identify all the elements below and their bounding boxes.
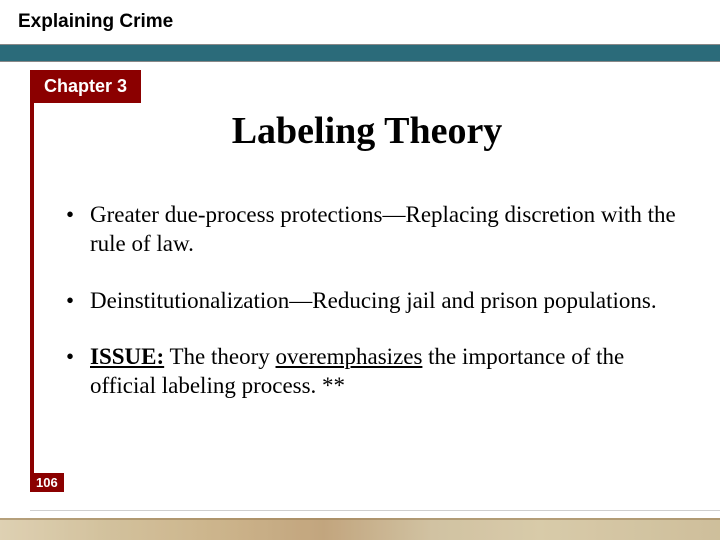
- emphasis-word: overemphasizes: [276, 344, 423, 369]
- issue-label: ISSUE:: [90, 344, 164, 369]
- footer: [0, 506, 720, 540]
- teal-divider: [0, 44, 720, 62]
- bullet-list: • Greater due-process protections—Replac…: [34, 201, 700, 401]
- bullet-marker: •: [66, 287, 90, 316]
- footer-rule: [30, 510, 720, 511]
- page-number: 106: [30, 473, 64, 492]
- bullet-text: Deinstitutionalization—Reducing jail and…: [90, 287, 676, 316]
- header-band: Explaining Crime: [0, 0, 720, 44]
- slide-title: Labeling Theory: [34, 109, 700, 153]
- bullet-item: • Greater due-process protections—Replac…: [66, 201, 676, 259]
- bullet-item: • ISSUE: The theory overemphasizes the i…: [66, 343, 676, 401]
- bullet-item: • Deinstitutionalization—Reducing jail a…: [66, 287, 676, 316]
- bullet-marker: •: [66, 201, 90, 230]
- bullet-text: Greater due-process protections—Replacin…: [90, 201, 676, 259]
- bullet-marker: •: [66, 343, 90, 372]
- bullet-text: ISSUE: The theory overemphasizes the imp…: [90, 343, 676, 401]
- footer-texture-bar: [0, 518, 720, 540]
- bullet-text-before: The theory: [164, 344, 275, 369]
- chapter-tab: Chapter 3: [30, 70, 141, 103]
- content-area: Chapter 3 Labeling Theory • Greater due-…: [30, 70, 700, 490]
- page-header-title: Explaining Crime: [18, 11, 173, 33]
